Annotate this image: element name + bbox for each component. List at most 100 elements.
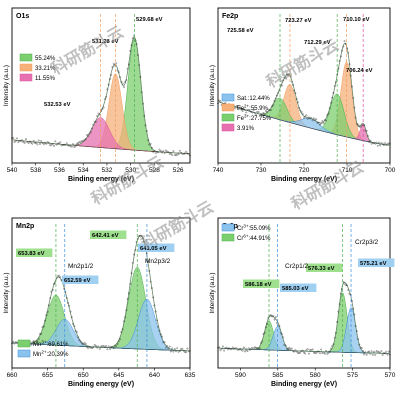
raw-point xyxy=(112,347,115,349)
raw-point xyxy=(303,117,305,120)
raw-point xyxy=(95,344,97,347)
raw-point xyxy=(252,347,255,350)
raw-point xyxy=(121,82,124,85)
raw-point xyxy=(338,60,341,62)
raw-point xyxy=(238,108,240,110)
raw-point xyxy=(171,347,174,350)
raw-point xyxy=(91,347,93,350)
raw-point xyxy=(337,310,340,313)
x-tick-label: 650 xyxy=(78,372,89,379)
raw-point xyxy=(98,347,101,350)
raw-point xyxy=(251,111,254,114)
x-tick-label: 580 xyxy=(310,372,321,379)
x-tick-label: 645 xyxy=(113,372,124,379)
x-tick-label: 710 xyxy=(342,167,353,174)
raw-point xyxy=(290,347,293,350)
raw-point xyxy=(368,350,370,353)
raw-point xyxy=(102,106,105,109)
legend-label: Fe2+:55.9% xyxy=(237,104,269,112)
raw-point xyxy=(91,127,93,130)
raw-point xyxy=(143,114,146,117)
raw-point xyxy=(30,343,32,346)
raw-point xyxy=(97,345,100,348)
raw-point xyxy=(136,237,139,240)
x-tick-label: 635 xyxy=(185,372,196,379)
raw-point xyxy=(381,354,384,356)
annotation: Cr2p1/2 xyxy=(285,263,309,270)
raw-point xyxy=(241,349,244,352)
panel-o1s: O1s 540 538 536 534 532 530 528 526 Binding energ… xyxy=(3,7,191,183)
raw-point xyxy=(328,107,331,110)
raw-point xyxy=(266,111,269,113)
raw-point xyxy=(107,345,110,348)
raw-point xyxy=(135,43,138,46)
raw-point xyxy=(312,117,315,120)
raw-point xyxy=(88,132,91,135)
raw-point xyxy=(140,91,143,94)
raw-point xyxy=(130,272,133,275)
raw-point xyxy=(339,55,342,58)
raw-point xyxy=(150,146,153,149)
raw-point xyxy=(308,116,310,119)
x-tick-label: 534 xyxy=(78,167,89,174)
raw-point xyxy=(343,40,346,43)
raw-point xyxy=(244,109,246,111)
raw-data xyxy=(217,40,391,147)
watermark-text: 科研筋斗云 xyxy=(48,22,127,78)
raw-point xyxy=(319,352,321,355)
raw-point xyxy=(136,54,139,56)
panel-cr2p: Cr2p590585580575570Binding energy (eV)In… xyxy=(209,217,396,388)
raw-point xyxy=(337,67,340,70)
raw-point xyxy=(32,139,35,142)
raw-point xyxy=(147,139,149,142)
raw-point xyxy=(284,344,287,347)
raw-point xyxy=(374,354,377,356)
legend-label: Sat.:12.44% xyxy=(237,96,270,102)
raw-point xyxy=(139,76,142,78)
raw-point xyxy=(225,346,228,349)
raw-point xyxy=(272,315,275,317)
raw-point xyxy=(133,253,135,256)
raw-point xyxy=(346,47,348,50)
raw-point xyxy=(89,131,92,133)
raw-point xyxy=(293,89,296,92)
raw-point xyxy=(331,96,334,99)
raw-point xyxy=(148,270,151,272)
raw-point xyxy=(120,331,123,333)
legend-swatch xyxy=(19,53,33,62)
raw-point xyxy=(152,296,155,299)
raw-point xyxy=(77,142,79,144)
raw-point xyxy=(116,69,119,72)
raw-point xyxy=(51,288,54,291)
raw-point xyxy=(231,346,234,349)
raw-point xyxy=(321,120,324,122)
raw-point xyxy=(75,331,78,333)
raw-point xyxy=(25,138,27,140)
raw-point xyxy=(96,346,99,349)
raw-point xyxy=(373,141,375,144)
raw-point xyxy=(300,111,303,113)
raw-point xyxy=(357,123,359,126)
raw-point xyxy=(27,142,30,144)
raw-point xyxy=(126,67,129,70)
raw-point xyxy=(149,280,152,283)
raw-point xyxy=(36,143,39,146)
raw-point xyxy=(125,79,128,82)
x-tick-label: 700 xyxy=(385,167,396,174)
raw-point xyxy=(148,143,151,146)
raw-point xyxy=(257,111,260,113)
raw-point xyxy=(11,342,13,345)
raw-point xyxy=(124,316,127,319)
raw-point xyxy=(31,341,34,344)
raw-point xyxy=(95,120,97,123)
raw-point xyxy=(247,109,250,111)
raw-point xyxy=(55,143,58,146)
legend: Sat.:12.44% Fe2+:55.9% Fe3+:27.75% 3.91% xyxy=(221,93,272,132)
raw-point xyxy=(150,287,153,289)
legend-label: Cr3+:55.09% xyxy=(237,224,271,232)
raw-point xyxy=(124,81,127,83)
peak-label-bg xyxy=(358,258,395,267)
raw-point xyxy=(125,309,128,312)
raw-point xyxy=(153,150,156,153)
plot-frame xyxy=(11,217,191,369)
